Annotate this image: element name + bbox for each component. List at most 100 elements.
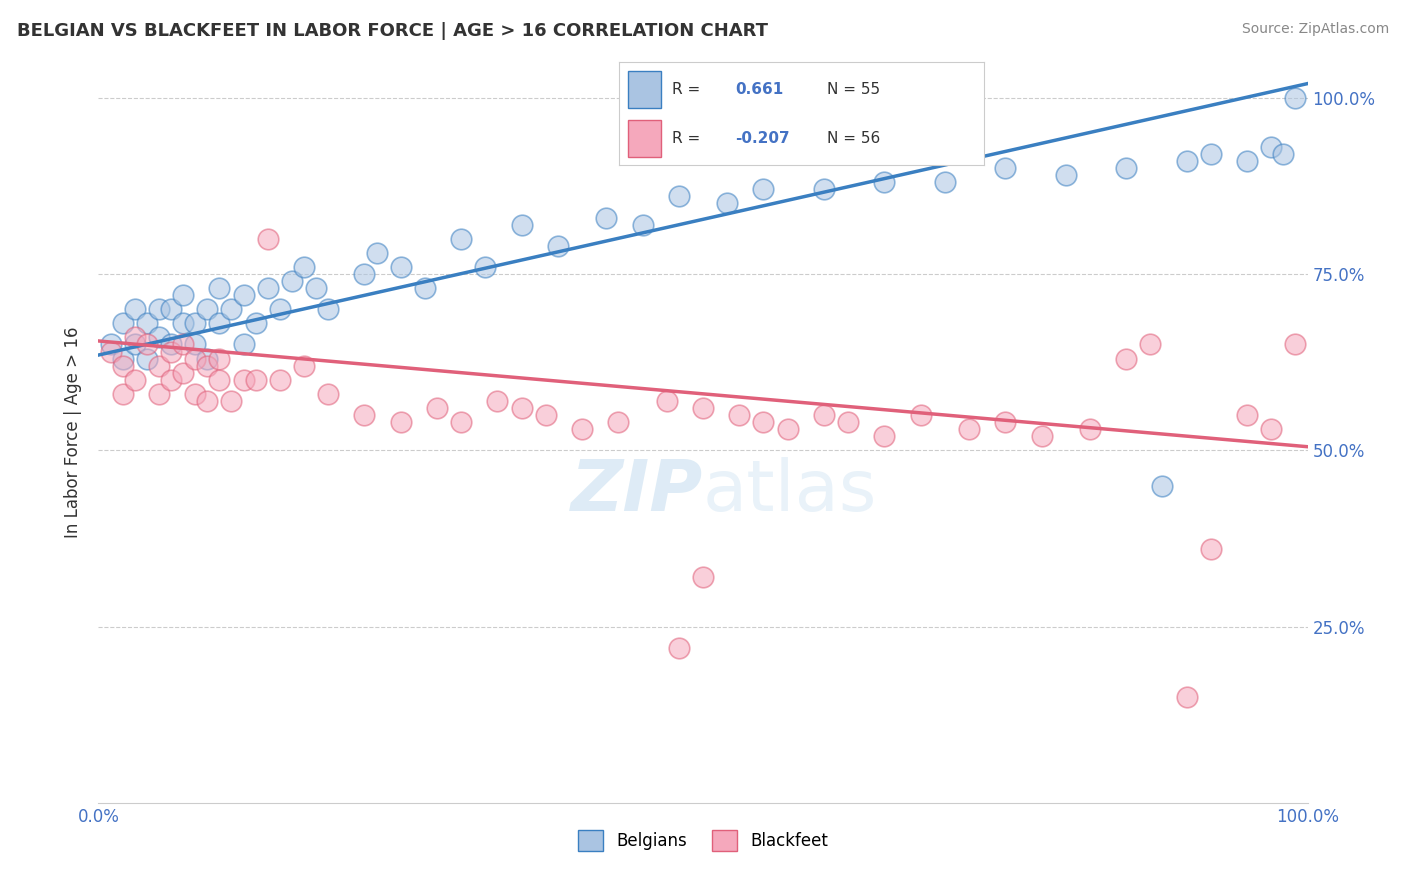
Point <box>148 302 170 317</box>
Point <box>160 344 183 359</box>
Point <box>716 196 738 211</box>
Point <box>1139 337 1161 351</box>
Point <box>124 330 146 344</box>
Point <box>281 274 304 288</box>
Point <box>135 316 157 330</box>
Point <box>160 337 183 351</box>
Point <box>172 316 194 330</box>
Point <box>655 393 678 408</box>
Point <box>256 232 278 246</box>
Point <box>208 316 231 330</box>
Point <box>316 302 339 317</box>
Point <box>172 366 194 380</box>
Text: Source: ZipAtlas.com: Source: ZipAtlas.com <box>1241 22 1389 37</box>
Point <box>752 415 775 429</box>
Point <box>160 373 183 387</box>
Point <box>631 218 654 232</box>
Point <box>668 189 690 203</box>
Point <box>837 415 859 429</box>
Point <box>668 640 690 655</box>
Point <box>135 337 157 351</box>
Point <box>232 373 254 387</box>
Point <box>1284 337 1306 351</box>
Point <box>486 393 509 408</box>
Point <box>195 351 218 366</box>
Point <box>245 316 267 330</box>
Text: atlas: atlas <box>703 458 877 526</box>
Point <box>208 373 231 387</box>
Text: R =: R = <box>672 81 700 96</box>
Point <box>292 359 315 373</box>
Point <box>208 351 231 366</box>
Point <box>413 281 436 295</box>
Point <box>934 175 956 189</box>
Point <box>1236 154 1258 169</box>
Point <box>353 408 375 422</box>
Point <box>474 260 496 274</box>
Point <box>1175 690 1198 704</box>
Point <box>1175 154 1198 169</box>
Legend: Belgians, Blackfeet: Belgians, Blackfeet <box>571 823 835 857</box>
Point <box>172 337 194 351</box>
Point <box>450 232 472 246</box>
Point <box>195 302 218 317</box>
Point <box>873 429 896 443</box>
Point <box>510 401 533 415</box>
Point <box>172 288 194 302</box>
Point <box>232 288 254 302</box>
Point <box>692 570 714 584</box>
Point <box>208 281 231 295</box>
Point <box>111 359 134 373</box>
Point <box>184 337 207 351</box>
Point <box>1115 351 1137 366</box>
Point <box>994 415 1017 429</box>
Point <box>510 218 533 232</box>
Point <box>752 182 775 196</box>
Point <box>450 415 472 429</box>
Point <box>195 393 218 408</box>
Text: N = 56: N = 56 <box>827 131 880 146</box>
Point <box>124 337 146 351</box>
Point <box>1115 161 1137 176</box>
Point <box>124 373 146 387</box>
Point <box>269 373 291 387</box>
Point <box>728 408 751 422</box>
Point <box>100 337 122 351</box>
Bar <box>627 70 661 108</box>
Point <box>1236 408 1258 422</box>
Point <box>111 351 134 366</box>
Point <box>100 344 122 359</box>
Point <box>124 302 146 317</box>
Point <box>148 330 170 344</box>
Point <box>184 387 207 401</box>
Point <box>813 182 835 196</box>
Point <box>221 302 243 317</box>
Point <box>813 408 835 422</box>
Point <box>1272 147 1295 161</box>
Point <box>135 351 157 366</box>
Point <box>148 387 170 401</box>
Point <box>305 281 328 295</box>
Point <box>994 161 1017 176</box>
Point <box>571 422 593 436</box>
Point <box>148 359 170 373</box>
Bar <box>627 120 661 157</box>
Point <box>111 316 134 330</box>
Point <box>221 393 243 408</box>
Text: N = 55: N = 55 <box>827 81 880 96</box>
Point <box>111 387 134 401</box>
Point <box>426 401 449 415</box>
Point <box>957 422 980 436</box>
Point <box>1260 422 1282 436</box>
Point <box>873 175 896 189</box>
Point <box>1284 91 1306 105</box>
Text: 0.661: 0.661 <box>735 81 785 96</box>
Point <box>547 239 569 253</box>
Point <box>292 260 315 274</box>
Point <box>534 408 557 422</box>
Point <box>1260 140 1282 154</box>
Point <box>316 387 339 401</box>
Point <box>1199 147 1222 161</box>
Point <box>595 211 617 225</box>
Point <box>195 359 218 373</box>
